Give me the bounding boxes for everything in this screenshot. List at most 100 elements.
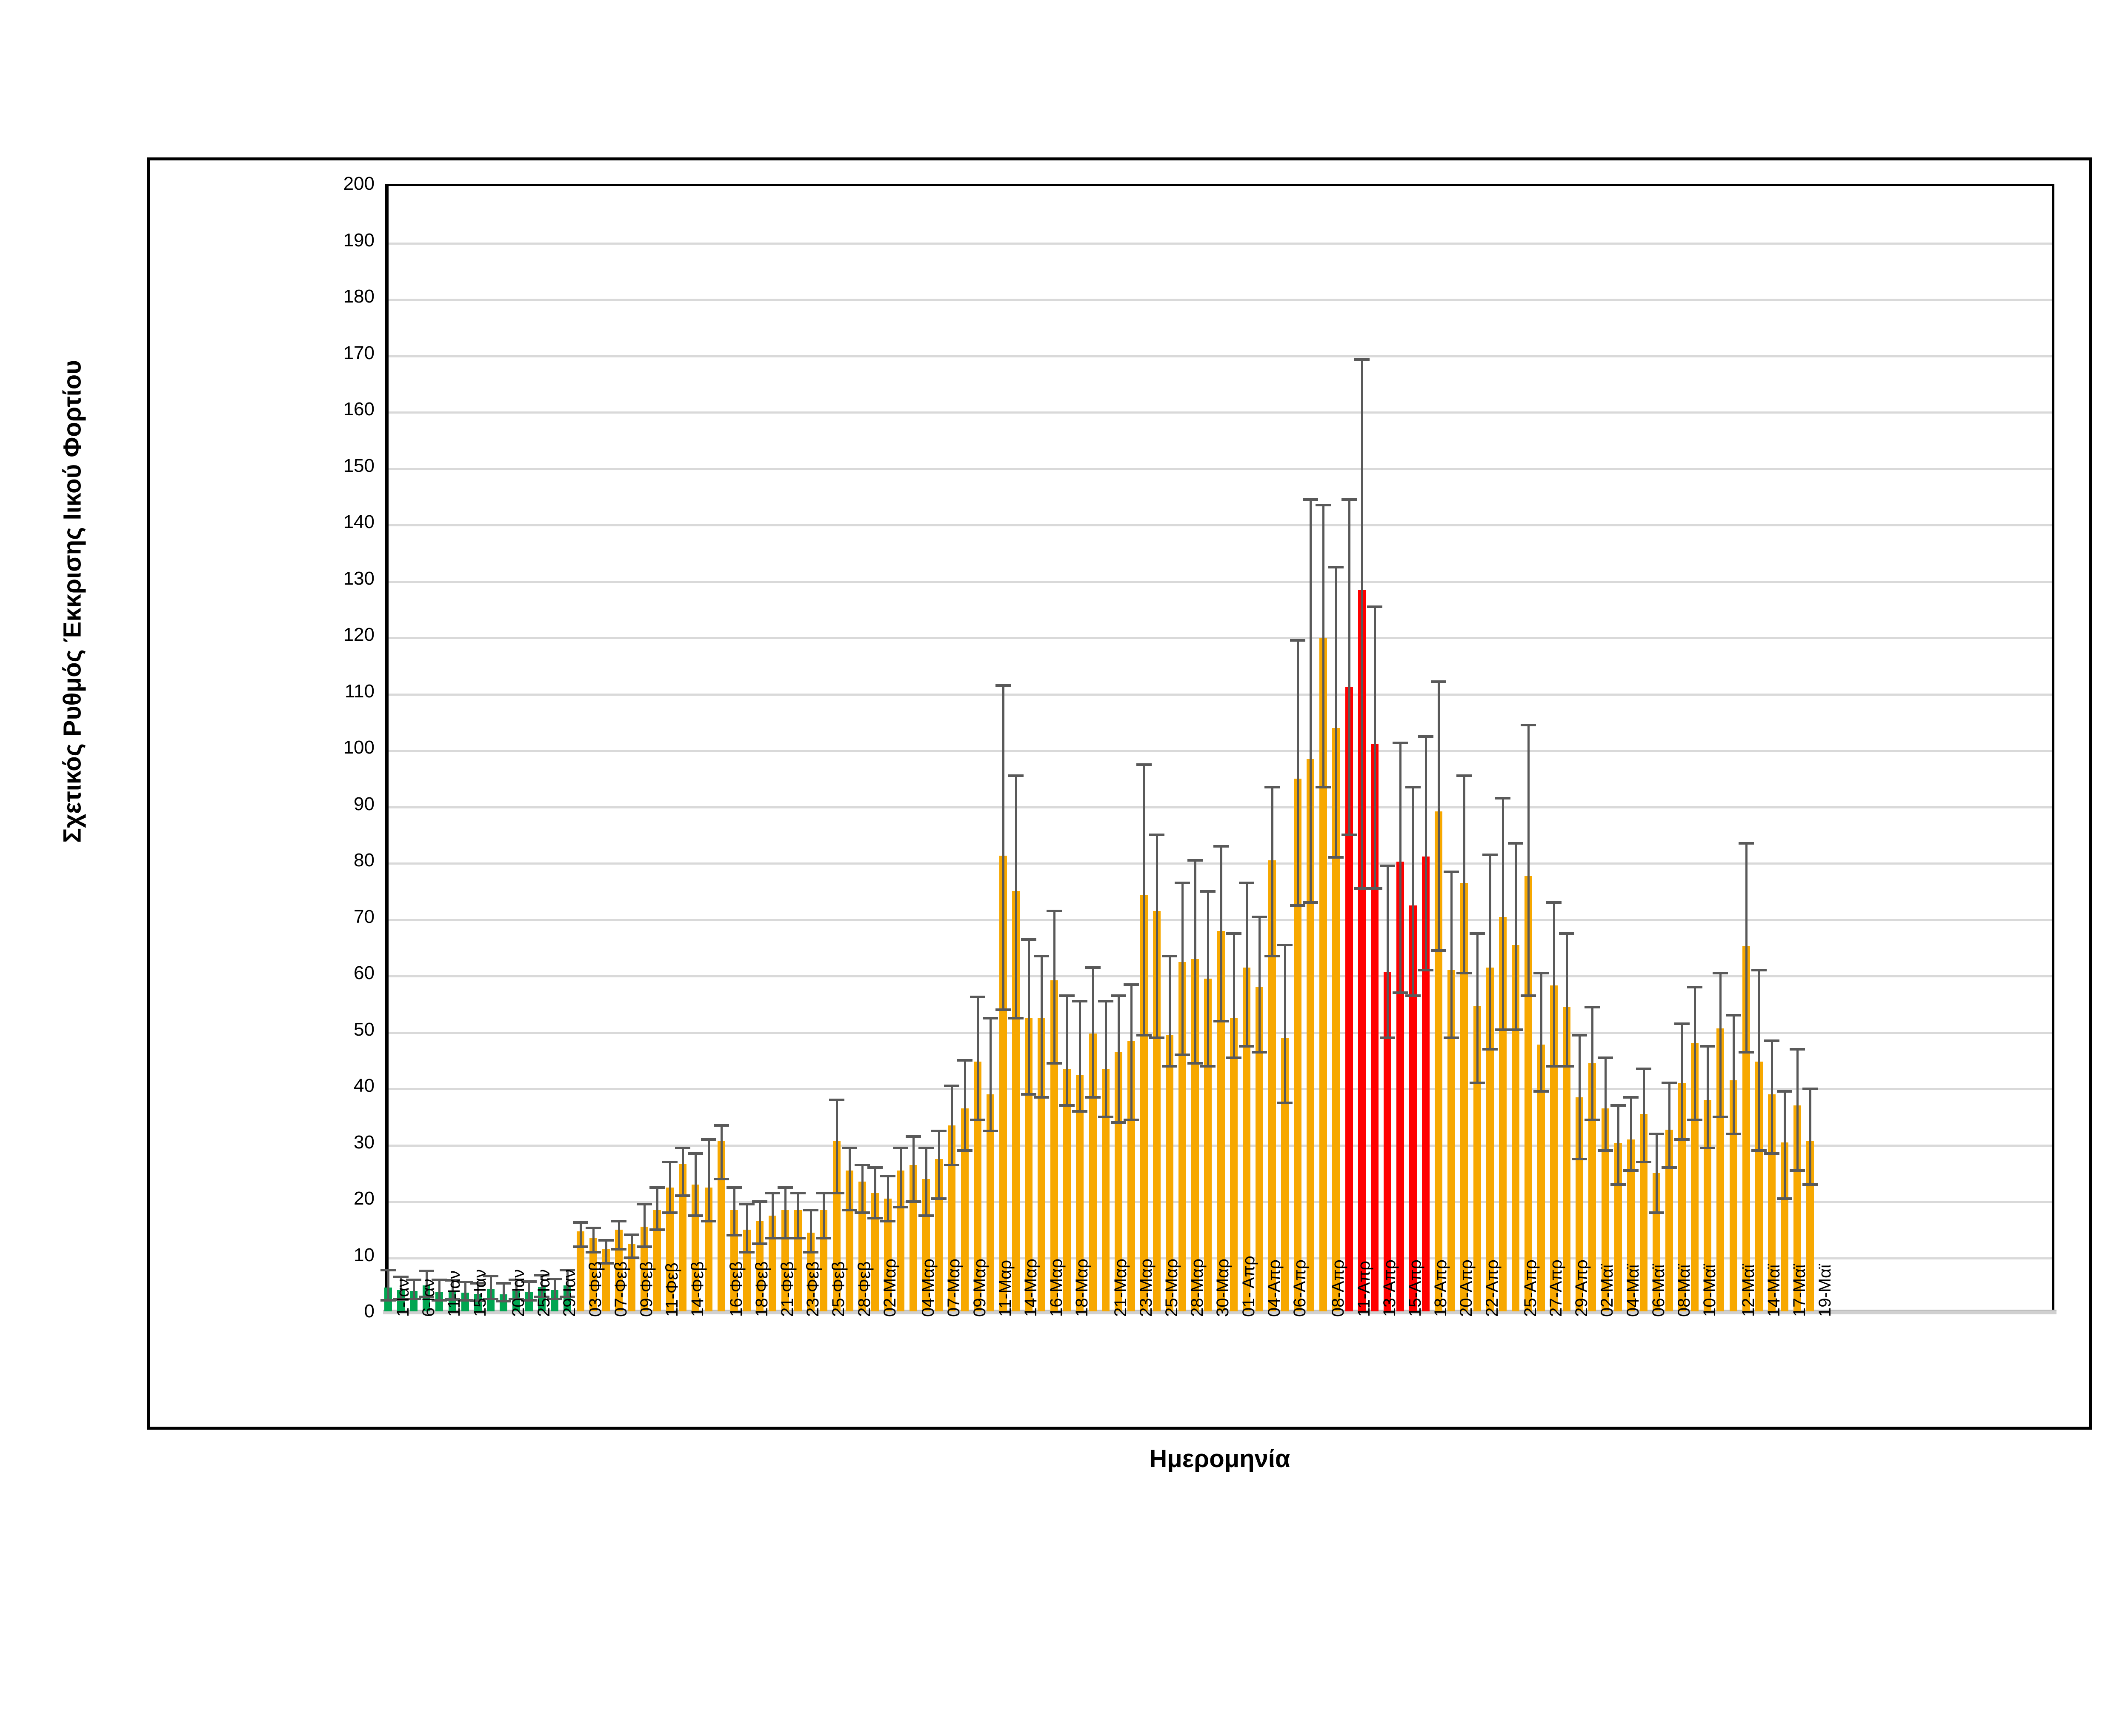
error-bar-cap-upper [1507,842,1523,845]
error-bar-cap-upper [1790,1048,1805,1051]
error-bar-cap-lower [1431,949,1447,952]
error-bar-cap-upper [419,1269,435,1272]
error-bar-cap-upper [778,1186,793,1189]
error-bar-stem [1092,967,1094,1097]
error-bar-stem [758,1201,761,1244]
bar [1332,728,1340,1311]
x-axis-tick-label: 16-Φεβ [726,1261,746,1317]
bar [435,1292,443,1311]
x-axis-tick-label: 10-Μαϊ [1700,1264,1719,1317]
y-axis-tick-label: 40 [354,1075,375,1096]
error-bar-cap-upper [1636,1068,1651,1071]
error-bar-stem [1758,970,1760,1151]
bar [1268,860,1276,1311]
error-bar-cap-lower [906,1200,921,1203]
error-bar-cap-upper [547,1278,563,1281]
error-bar-cap-lower [739,1251,755,1253]
error-bar-cap-lower [1136,1034,1152,1036]
x-axis-tick-label: 29-Ιαν [560,1269,579,1317]
error-bar-cap-lower [1341,834,1357,837]
error-bar-cap-lower [1021,1093,1036,1096]
error-bar-cap-lower [509,1297,524,1300]
error-bar-cap-lower [1482,1048,1498,1051]
error-bar-cap-lower [1187,1062,1203,1065]
error-bar-cap-upper [1098,1000,1113,1003]
bar [499,1294,507,1311]
error-bar-cap-lower [1546,1065,1562,1068]
error-bar-stem [1002,685,1004,1010]
bar [820,1210,828,1311]
error-bar-cap-lower [1444,1036,1459,1039]
y-axis-tick-labels: 0 10 20 30 40 50 60 70 80 90 100 110 120 130 140 150 160… [298,0,375,1736]
error-bar-cap-lower [521,1299,537,1302]
error-bar-cap-upper [662,1160,678,1163]
error-bar-cap-upper [495,1282,511,1285]
error-bar-cap-upper [1021,938,1036,941]
error-bar-cap-lower [1175,1054,1190,1056]
error-bar-cap-upper [1738,842,1754,845]
error-bar-stem [1233,934,1235,1058]
x-axis-tick-label: 20-Απρ [1457,1259,1476,1317]
error-bar-cap-upper [1251,915,1267,918]
error-bar-cap-lower [406,1297,422,1300]
x-axis-tick-label: 25-Ιαν [535,1269,554,1317]
error-bar-stem [644,1204,646,1247]
error-bar-cap-upper [982,1017,998,1019]
error-bar-stem [1245,883,1248,1047]
bar [1178,962,1187,1311]
error-bar-cap-upper [1776,1090,1792,1093]
error-bar-cap-upper [1213,845,1229,848]
bar [1089,1033,1097,1311]
error-bar-cap-lower [662,1211,678,1214]
error-bar-stem [1066,996,1069,1106]
error-bar-cap-lower [713,1177,729,1180]
x-axis-tick-label: 17-Μαϊ [1790,1264,1809,1317]
error-bar-cap-lower [970,1118,985,1121]
y-axis-tick-label: 150 [343,455,375,476]
bar [641,1227,648,1311]
bar [1076,1074,1084,1311]
error-bar-cap-upper [1392,742,1408,745]
error-bar-stem [566,1270,569,1297]
error-bar-cap-upper [1674,1022,1690,1025]
bar [1255,987,1263,1311]
error-bar-stem [618,1221,620,1250]
error-bar-cap-upper [393,1276,409,1279]
error-bar-stem [861,1165,864,1213]
error-bar-stem [413,1279,415,1299]
error-bar-cap-lower [1764,1152,1779,1155]
error-bar-cap-lower [1469,1082,1485,1085]
error-bar-cap-lower [778,1236,793,1239]
error-bar-stem [489,1276,492,1299]
bar [1230,1018,1238,1311]
x-axis-tick-label: 13-Απρ [1380,1259,1399,1317]
x-axis-tick-label: 02-Μαϊ [1598,1264,1617,1317]
error-bar-cap-upper [1303,498,1319,501]
x-axis-tick-label: 20-Ιαν [509,1269,528,1317]
x-axis-tick-label: 22-Απρ [1482,1259,1502,1317]
error-bar-cap-upper [1277,943,1293,946]
error-bar-cap-upper [624,1233,639,1236]
error-bar-cap-upper [739,1203,755,1206]
error-bar-cap-upper [1238,882,1254,884]
x-axis-tick-label: 19-Μαϊ [1816,1264,1835,1317]
error-bar-stem [1732,1015,1735,1134]
y-axis-tick-label: 130 [343,568,375,589]
error-bar-stem [1489,854,1491,1049]
x-axis-tick-label: 07-Φεβ [611,1261,630,1317]
error-bar-cap-upper [1405,785,1421,788]
error-bar-cap-lower [1636,1160,1651,1163]
error-bar-stem [451,1280,454,1300]
error-bar-stem [989,1018,992,1131]
error-bar-cap-lower [1059,1104,1075,1107]
error-bar-cap-upper [726,1186,742,1189]
error-bar-cap-lower [1110,1121,1126,1124]
x-axis-tick-label: 08-Απρ [1329,1259,1348,1317]
error-bar-cap-upper [1585,1005,1600,1008]
error-bar-stem [502,1283,505,1302]
y-axis-tick-label: 110 [344,680,375,702]
error-bar-cap-upper [1379,865,1395,868]
error-bar-cap-upper [1725,1014,1741,1017]
